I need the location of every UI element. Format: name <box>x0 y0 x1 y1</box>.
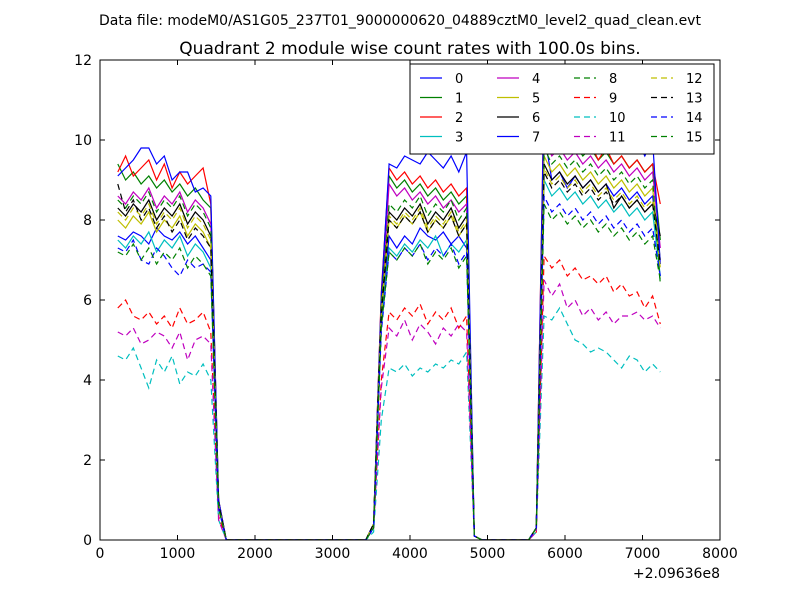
series-line-11 <box>117 279 661 540</box>
legend-label-11: 11 <box>609 131 626 146</box>
series-line-0 <box>117 131 661 540</box>
legend-label-14: 14 <box>686 111 703 126</box>
y-tick-label: 0 <box>83 533 92 549</box>
legend-label-15: 15 <box>686 131 703 146</box>
series-line-3 <box>117 179 661 540</box>
x-tick-label: 3000 <box>315 546 351 562</box>
axis-ticks: 0 1000 2000 3000 4000 5000 6000 7000 80000246810… <box>74 53 738 562</box>
x-tick-label: 2000 <box>237 546 273 562</box>
legend-label-1: 1 <box>455 92 463 107</box>
legend-label-7: 7 <box>532 131 540 146</box>
y-tick-label: 6 <box>83 293 92 309</box>
y-tick-label: 8 <box>83 213 92 229</box>
legend-label-12: 12 <box>686 72 703 87</box>
legend-label-10: 10 <box>609 111 626 126</box>
y-tick-label: 12 <box>74 53 92 69</box>
x-tick-label: 0 <box>96 546 105 562</box>
x-offset-label: +2.09636e8 <box>633 566 720 582</box>
legend-label-0: 0 <box>455 72 463 87</box>
legend-label-3: 3 <box>455 131 463 146</box>
legend-label-6: 6 <box>532 111 540 126</box>
legend-label-5: 5 <box>532 92 540 107</box>
x-tick-label: 5000 <box>470 546 506 562</box>
x-tick-label: 4000 <box>392 546 428 562</box>
figure-suptitle: Data file: modeM0/AS1G05_237T01_90000006… <box>99 13 701 29</box>
chart-title: Quadrant 2 module wise count rates with … <box>179 39 640 59</box>
x-tick-label: 7000 <box>625 546 661 562</box>
x-tick-label: 6000 <box>547 546 583 562</box>
x-tick-label: 1000 <box>160 546 196 562</box>
legend-label-4: 4 <box>532 72 540 87</box>
series-line-13 <box>117 171 661 540</box>
series-line-10 <box>117 306 661 540</box>
y-tick-label: 2 <box>83 453 92 469</box>
series-layer <box>117 83 661 540</box>
legend-label-9: 9 <box>609 92 617 107</box>
series-line-12 <box>117 167 661 540</box>
series-line-14 <box>117 195 661 540</box>
legend-label-8: 8 <box>609 72 617 87</box>
legend-label-2: 2 <box>455 111 463 126</box>
y-tick-label: 4 <box>83 373 92 389</box>
series-line-8 <box>117 147 661 540</box>
series-line-4 <box>117 139 661 540</box>
legend-frame <box>409 63 715 155</box>
series-line-9 <box>117 254 661 540</box>
legend-label-13: 13 <box>686 92 703 107</box>
series-line-6 <box>117 163 661 540</box>
y-tick-label: 10 <box>74 133 92 149</box>
x-tick-label: 8000 <box>702 546 738 562</box>
